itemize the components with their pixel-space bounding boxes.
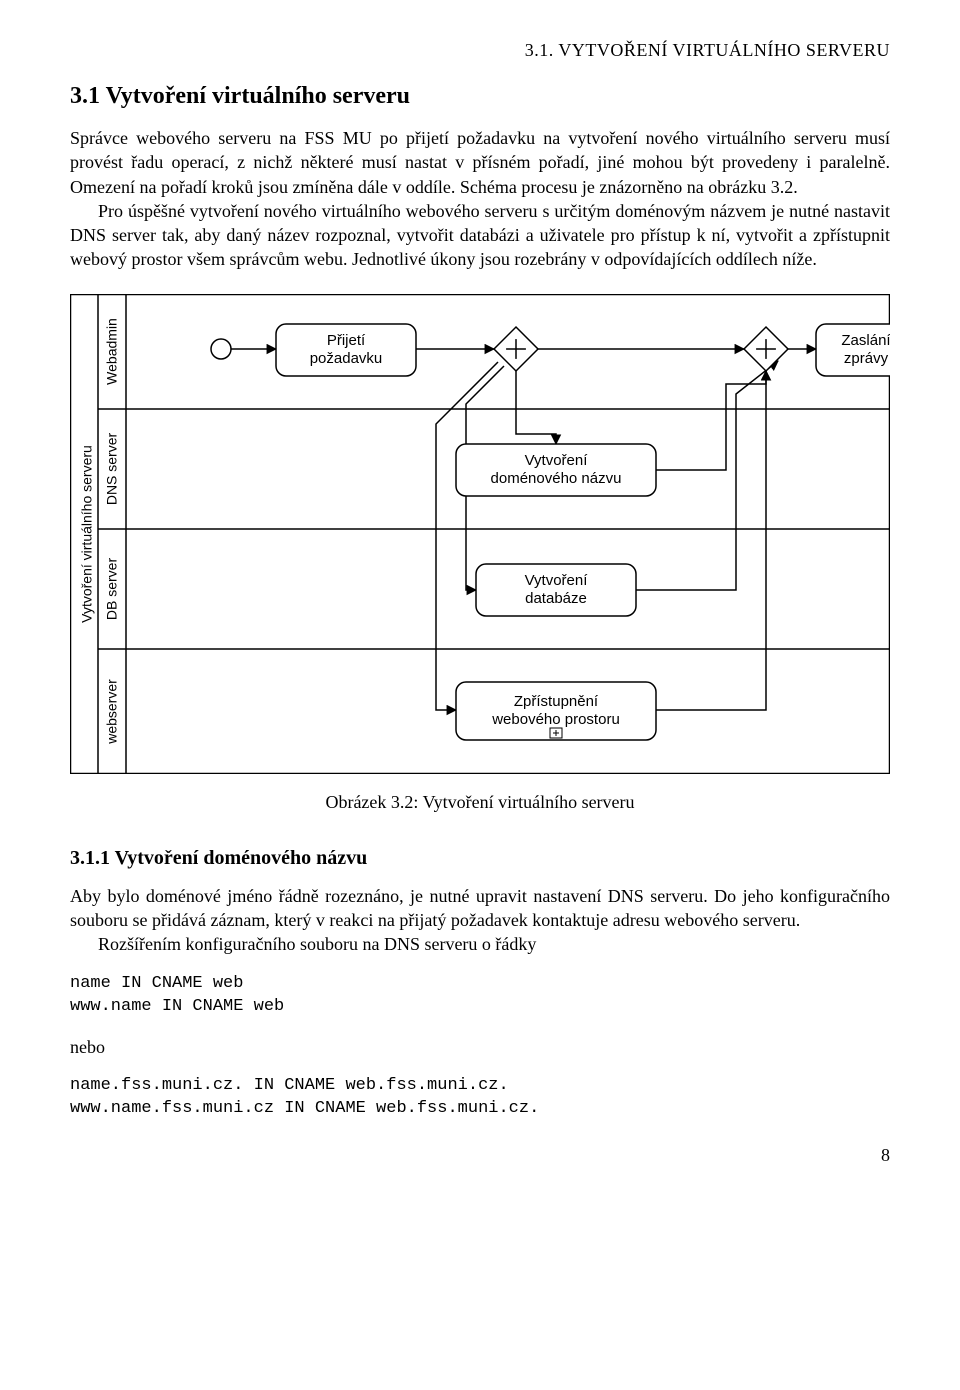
process-diagram: Vytvoření virtuálního serveru Webadmin DNS… <box>70 294 890 774</box>
svg-text:Zpřístupnění: Zpřístupnění <box>514 693 599 710</box>
paragraph-2: Pro úspěšné vytvoření nového virtuálního… <box>70 199 890 272</box>
svg-text:Přijetí: Přijetí <box>327 332 366 349</box>
svg-text:DNS server: DNS server <box>104 432 120 505</box>
svg-text:Webadmin: Webadmin <box>104 318 120 385</box>
paragraph-4: Rozšířením konfiguračního souboru na DNS… <box>70 932 890 956</box>
running-header: 3.1. VYTVOŘENÍ VIRTUÁLNÍHO SERVERU <box>70 40 890 61</box>
figure-caption: Obrázek 3.2: Vytvoření virtuálního serve… <box>70 792 890 813</box>
svg-text:databáze: databáze <box>525 590 587 607</box>
svg-text:Vytvoření: Vytvoření <box>525 452 589 469</box>
section-title: 3.1 Vytvoření virtuálního serveru <box>70 83 890 110</box>
svg-text:webového prostoru: webového prostoru <box>491 711 620 728</box>
svg-text:zprávy: zprávy <box>844 350 889 367</box>
code-block-1: name IN CNAME web www.name IN CNAME web <box>70 973 890 1019</box>
subsection-title: 3.1.1 Vytvoření doménového názvu <box>70 847 890 870</box>
svg-text:Zaslání: Zaslání <box>841 332 890 349</box>
svg-text:požadavku: požadavku <box>310 350 383 367</box>
svg-text:webserver: webserver <box>104 679 120 745</box>
svg-text:doménového názvu: doménového názvu <box>491 470 622 487</box>
svg-text:Vytvoření: Vytvoření <box>525 572 589 589</box>
nebo-text: nebo <box>70 1035 890 1059</box>
paragraph-3: Aby bylo doménové jméno řádně rozeznáno,… <box>70 884 890 933</box>
svg-text:Vytvoření virtuálního serveru: Vytvoření virtuálního serveru <box>79 445 95 623</box>
svg-text:DB server: DB server <box>104 557 120 620</box>
paragraph-1: Správce webového serveru na FSS MU po př… <box>70 126 890 199</box>
page-number: 8 <box>70 1145 890 1166</box>
code-block-2: name.fss.muni.cz. IN CNAME web.fss.muni.… <box>70 1075 890 1121</box>
